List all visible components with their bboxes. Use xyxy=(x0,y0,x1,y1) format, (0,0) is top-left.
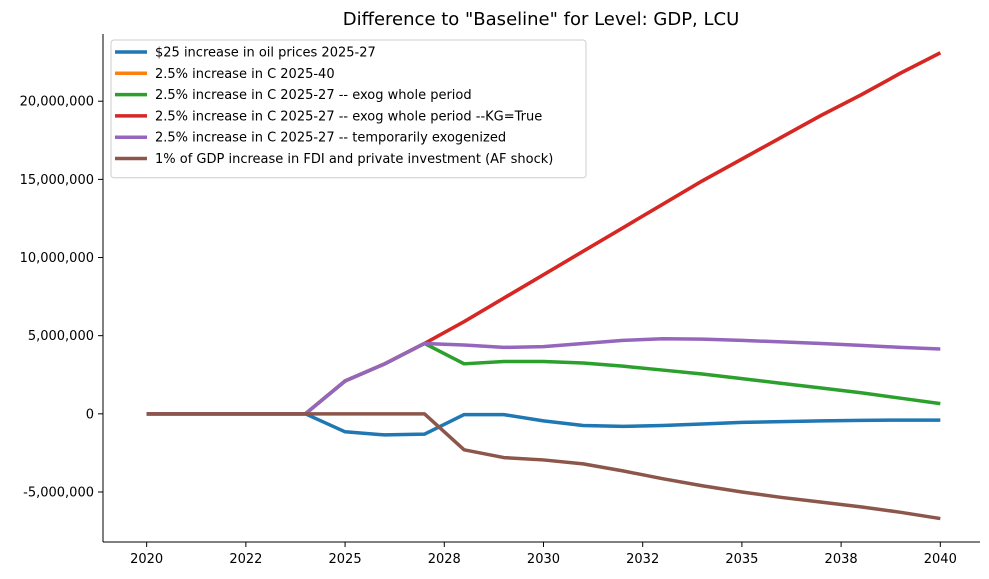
series-layer xyxy=(146,51,942,521)
x-tick-label: 2025 xyxy=(329,552,362,567)
legend: $25 increase in oil prices 2025-27 2.5% i… xyxy=(110,39,587,179)
x-tick-label: 2030 xyxy=(527,552,560,567)
series-line-5 xyxy=(146,337,941,416)
y-tick-label: 15,000,000 xyxy=(20,173,94,188)
legend-label-2: 2.5% increase in C 2025-40 xyxy=(155,67,335,82)
legend-label-5: 2.5% increase in C 2025-27 -- temporaril… xyxy=(155,131,506,146)
legend-label-1: $25 increase in oil prices 2025-27 xyxy=(155,46,376,61)
x-tick-label: 2020 xyxy=(130,552,163,567)
legend-box xyxy=(110,39,587,179)
y-tick-label: 0 xyxy=(86,407,94,422)
x-tick-label: 2040 xyxy=(924,552,957,567)
x-tick-label: 2022 xyxy=(229,552,262,567)
series-line-3 xyxy=(146,341,941,416)
x-tick-label: 2035 xyxy=(725,552,758,567)
legend-label-3: 2.5% increase in C 2025-27 -- exog whole… xyxy=(155,88,472,103)
y-tick-label: 20,000,000 xyxy=(20,95,94,110)
series-line-6 xyxy=(146,412,941,521)
chart-title: Difference to "Baseline" for Level: GDP,… xyxy=(343,9,740,30)
y-tick-label: -5,000,000 xyxy=(23,485,94,500)
x-tick-label: 2032 xyxy=(626,552,659,567)
y-tick-label: 10,000,000 xyxy=(20,251,94,266)
y-tick-label: 5,000,000 xyxy=(28,329,94,344)
legend-label-6: 1% of GDP increase in FDI and private in… xyxy=(155,152,553,167)
x-tick-label: 2038 xyxy=(825,552,858,567)
axes-layer: 2020 2022 2025 2028 2030 2032 2035 2038 2040 -5,0… xyxy=(20,34,980,567)
series-line-1 xyxy=(146,412,941,437)
x-tick-label: 2028 xyxy=(428,552,461,567)
legend-label-4: 2.5% increase in C 2025-27 -- exog whole… xyxy=(155,109,542,124)
